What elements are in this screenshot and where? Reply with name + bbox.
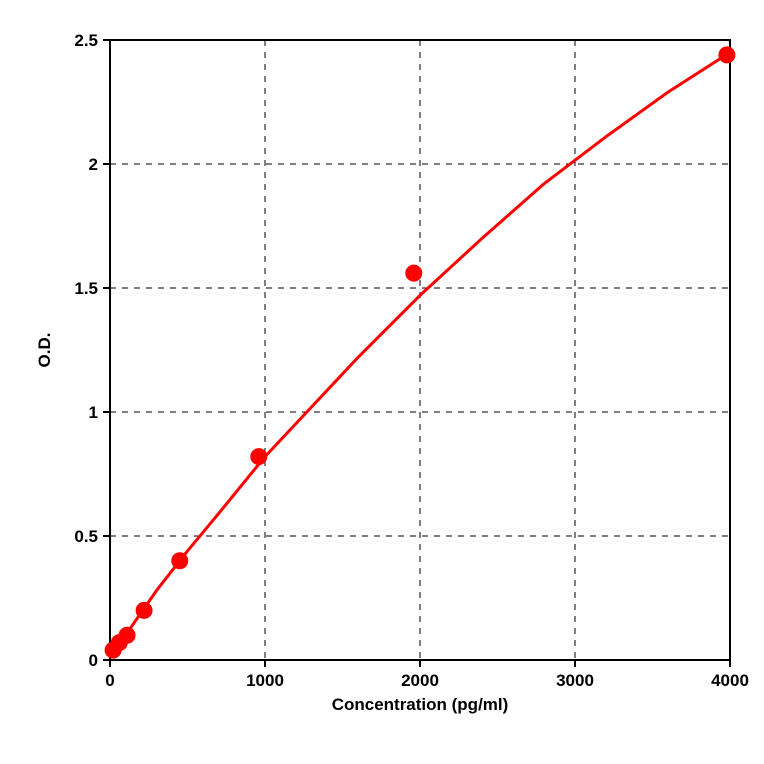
xtick-label: 3000 (556, 671, 594, 690)
ytick-label: 0 (89, 651, 98, 670)
y-axis-label: O.D. (35, 333, 54, 368)
xtick-label: 2000 (401, 671, 439, 690)
ytick-label: 1.5 (74, 279, 98, 298)
xtick-label: 1000 (246, 671, 284, 690)
ytick-label: 2.5 (74, 31, 98, 50)
data-marker (251, 449, 267, 465)
data-marker (719, 47, 735, 63)
xtick-label: 0 (105, 671, 114, 690)
ytick-label: 1 (89, 403, 98, 422)
data-marker (119, 627, 135, 643)
data-marker (406, 265, 422, 281)
ytick-label: 2 (89, 155, 98, 174)
xtick-label: 4000 (711, 671, 749, 690)
data-marker (172, 553, 188, 569)
ytick-label: 0.5 (74, 527, 98, 546)
chart-container: 0 1000 2000 3000 4000 0 0.5 1 1.5 2 2.5 Concentrati… (0, 0, 764, 764)
x-axis-label: Concentration (pg/ml) (332, 695, 509, 714)
plot-area (110, 40, 730, 660)
data-marker (136, 602, 152, 618)
chart-svg: 0 1000 2000 3000 4000 0 0.5 1 1.5 2 2.5 Concentrati… (0, 0, 764, 764)
